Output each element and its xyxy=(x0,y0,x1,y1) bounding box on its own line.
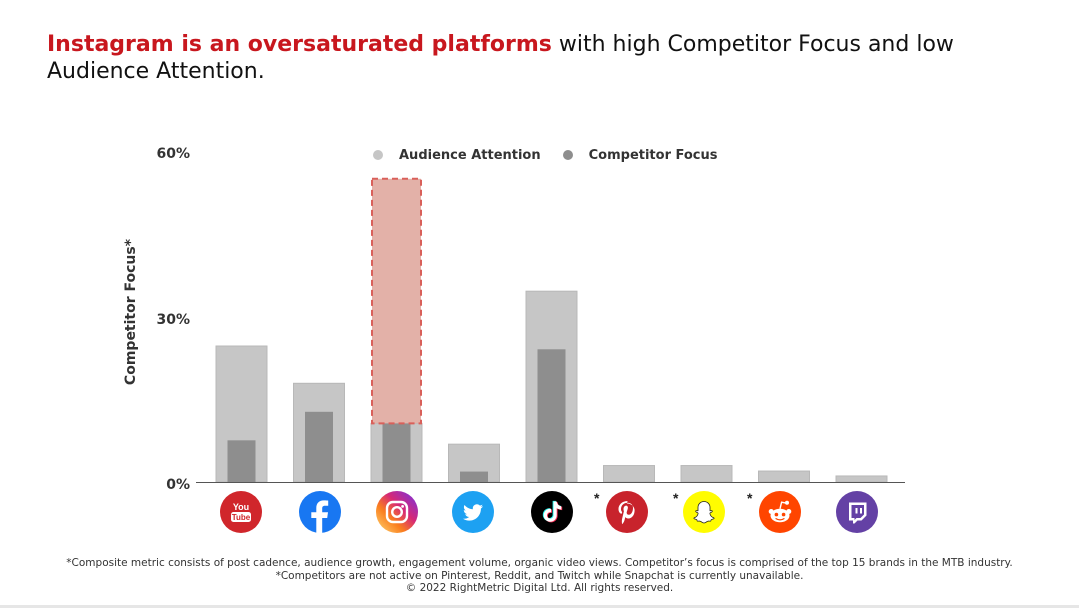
twitch-icon xyxy=(836,491,878,533)
footnote-composite: *Composite metric consists of post caden… xyxy=(66,557,1013,569)
bottom-rule xyxy=(0,605,1079,608)
bar-audience-pinterest xyxy=(603,465,655,483)
y-tick-60: 60% xyxy=(156,146,190,162)
bar-competitor-facebook xyxy=(305,411,333,482)
legend-item-audience: Audience Attention xyxy=(373,148,541,163)
legend-label-audience: Audience Attention xyxy=(399,147,541,163)
bar-competitor-tiktok xyxy=(537,349,566,482)
y-tick-0: 0% xyxy=(166,477,190,493)
bar-competitor-youtube xyxy=(227,440,256,482)
headline: Instagram is an oversaturated platforms … xyxy=(47,31,1047,85)
instagram-icon xyxy=(376,491,418,533)
y-tick-30: 30% xyxy=(156,312,190,328)
bar-audience-reddit xyxy=(758,470,810,483)
footnote-competitors: *Competitors are not active on Pinterest… xyxy=(275,570,804,582)
pinterest-star-mark: * xyxy=(594,490,600,506)
youtube-icon: You Tube xyxy=(220,491,262,533)
svg-text:You: You xyxy=(233,502,249,512)
snapchat-star-mark: * xyxy=(673,490,679,506)
bar-competitor-instagram xyxy=(382,423,411,482)
twitter-icon xyxy=(452,491,494,533)
copyright: © 2022 RightMetric Digital Ltd. All righ… xyxy=(405,582,674,594)
chart-legend: Audience Attention Competitor Focus xyxy=(373,145,740,165)
highlight-box-instagram xyxy=(371,177,422,425)
legend-swatch-audience xyxy=(373,150,383,160)
bar-competitor-twitter xyxy=(460,471,488,482)
svg-text:Tube: Tube xyxy=(232,513,251,522)
reddit-icon xyxy=(759,491,801,533)
legend-swatch-competitor xyxy=(562,150,573,160)
pinterest-icon xyxy=(606,491,648,533)
facebook-icon xyxy=(299,491,341,533)
headline-rest: with high Competitor Focus and low Audie… xyxy=(47,32,954,84)
headline-highlight: Instagram is an oversaturated platforms xyxy=(47,32,552,57)
tiktok-icon xyxy=(531,491,573,533)
reddit-star-mark: * xyxy=(747,490,753,506)
bar-audience-twitch xyxy=(835,475,888,483)
legend-label-competitor: Competitor Focus xyxy=(588,147,718,163)
snapchat-icon xyxy=(683,491,725,533)
bar-audience-snapchat xyxy=(680,465,733,483)
legend-item-competitor: Competitor Focus xyxy=(562,147,718,163)
